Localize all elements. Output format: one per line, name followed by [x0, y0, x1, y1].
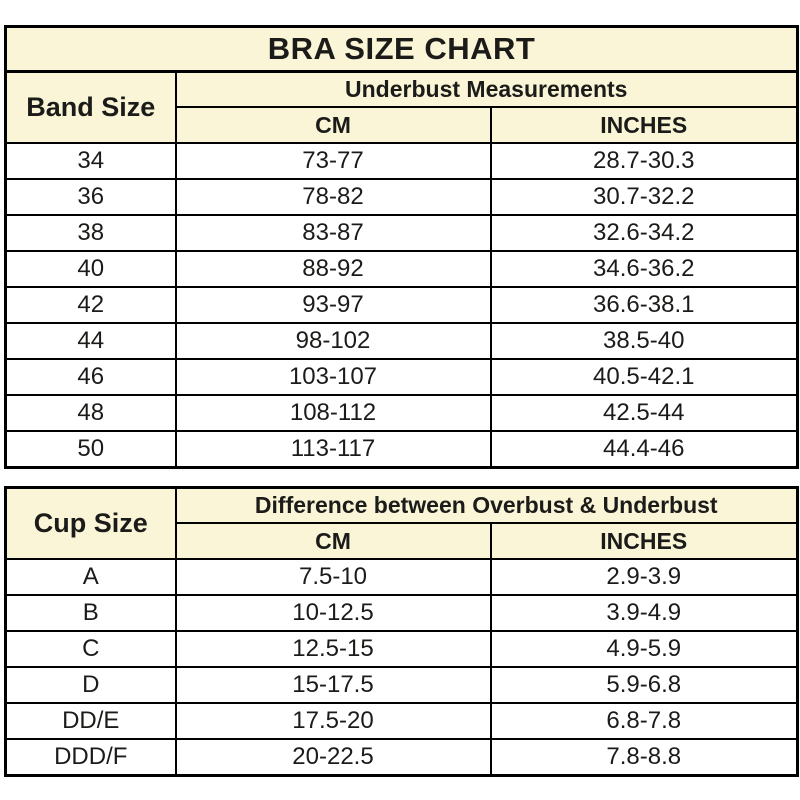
- column-header-row: CM INCHES: [6, 522, 799, 560]
- cm-value-cell: 73-77: [174, 142, 492, 180]
- inches-value-cell: 44.4-46: [489, 430, 799, 469]
- cup-size-header: Cup Size: [4, 486, 177, 560]
- chart-title: BRA SIZE CHART: [4, 25, 799, 73]
- band-size-cell: 46: [4, 358, 177, 396]
- cup-size-cell: DD/E: [4, 702, 177, 740]
- inches-value-cell: 36.6-38.1: [489, 286, 799, 324]
- inches-value-cell: 32.6-34.2: [489, 214, 799, 252]
- band-size-cell: 38: [4, 214, 177, 252]
- cm-value-cell: 103-107: [174, 358, 492, 396]
- table-row: DD/E 17.5-20 6.8-7.8: [4, 702, 799, 740]
- cm-value-cell: 88-92: [174, 250, 492, 288]
- band-size-cell: 34: [4, 142, 177, 180]
- cm-value-cell: 93-97: [174, 286, 492, 324]
- inches-column-header: INCHES: [489, 522, 799, 560]
- inches-value-cell: 3.9-4.9: [489, 594, 799, 632]
- table-row: 38 83-87 32.6-34.2: [4, 214, 799, 252]
- cup-size-cell: D: [4, 666, 177, 704]
- cup-size-cell: B: [4, 594, 177, 632]
- cup-size-cell: DDD/F: [4, 738, 177, 777]
- cm-value-cell: 113-117: [174, 430, 492, 469]
- cm-value-cell: 10-12.5: [174, 594, 492, 632]
- cm-value-cell: 98-102: [174, 322, 492, 360]
- group-header-row: Band Size Underbust Measurements: [4, 70, 799, 144]
- cm-value-cell: 12.5-15: [174, 630, 492, 668]
- cm-column-header: CM: [174, 522, 492, 560]
- inches-value-cell: 40.5-42.1: [489, 358, 799, 396]
- table-row: B 10-12.5 3.9-4.9: [4, 594, 799, 632]
- cm-value-cell: 20-22.5: [174, 738, 492, 777]
- cm-value-cell: 108-112: [174, 394, 492, 432]
- band-size-header: Band Size: [4, 70, 177, 144]
- band-size-cell: 36: [4, 178, 177, 216]
- band-size-cell: 50: [4, 430, 177, 469]
- table-row: DDD/F 20-22.5 7.8-8.8: [4, 738, 799, 777]
- table-row: 42 93-97 36.6-38.1: [4, 286, 799, 324]
- table-row: 50 113-117 44.4-46: [4, 430, 799, 469]
- table-row: A 7.5-10 2.9-3.9: [4, 558, 799, 596]
- inches-value-cell: 2.9-3.9: [489, 558, 799, 596]
- band-size-cell: 44: [4, 322, 177, 360]
- band-size-cell: 48: [4, 394, 177, 432]
- table-row: D 15-17.5 5.9-6.8: [4, 666, 799, 704]
- band-size-cell: 40: [4, 250, 177, 288]
- table-row: 44 98-102 38.5-40: [4, 322, 799, 360]
- table-row: 36 78-82 30.7-32.2: [4, 178, 799, 216]
- table-row: 46 103-107 40.5-42.1: [4, 358, 799, 396]
- cup-size-table: Cup Size Difference between Overbust & U…: [4, 486, 799, 777]
- cm-value-cell: 7.5-10: [174, 558, 492, 596]
- cm-value-cell: 78-82: [174, 178, 492, 216]
- inches-value-cell: 28.7-30.3: [489, 142, 799, 180]
- band-size-cell: 42: [4, 286, 177, 324]
- table-row: 40 88-92 34.6-36.2: [4, 250, 799, 288]
- cm-value-cell: 17.5-20: [174, 702, 492, 740]
- inches-value-cell: 5.9-6.8: [489, 666, 799, 704]
- inches-value-cell: 7.8-8.8: [489, 738, 799, 777]
- table-row: C 12.5-15 4.9-5.9: [4, 630, 799, 668]
- inches-value-cell: 30.7-32.2: [489, 178, 799, 216]
- table-row: 48 108-112 42.5-44: [4, 394, 799, 432]
- inches-value-cell: 6.8-7.8: [489, 702, 799, 740]
- table-row: 34 73-77 28.7-30.3: [4, 142, 799, 180]
- underbust-measurements-header: Underbust Measurements: [174, 70, 799, 108]
- inches-column-header: INCHES: [489, 106, 799, 144]
- cup-size-cell: C: [4, 630, 177, 668]
- group-header-row: Cup Size Difference between Overbust & U…: [4, 486, 799, 560]
- cm-value-cell: 83-87: [174, 214, 492, 252]
- difference-header: Difference between Overbust & Underbust: [174, 486, 799, 524]
- band-size-table: BRA SIZE CHART Band Size Underbust Measu…: [4, 25, 800, 469]
- column-header-row: CM INCHES: [6, 106, 799, 144]
- inches-value-cell: 34.6-36.2: [489, 250, 799, 288]
- cup-size-cell: A: [4, 558, 177, 596]
- inches-value-cell: 38.5-40: [489, 322, 799, 360]
- cm-value-cell: 15-17.5: [174, 666, 492, 704]
- inches-value-cell: 42.5-44: [489, 394, 799, 432]
- chart-title-row: BRA SIZE CHART: [4, 25, 799, 73]
- cm-column-header: CM: [174, 106, 492, 144]
- inches-value-cell: 4.9-5.9: [489, 630, 799, 668]
